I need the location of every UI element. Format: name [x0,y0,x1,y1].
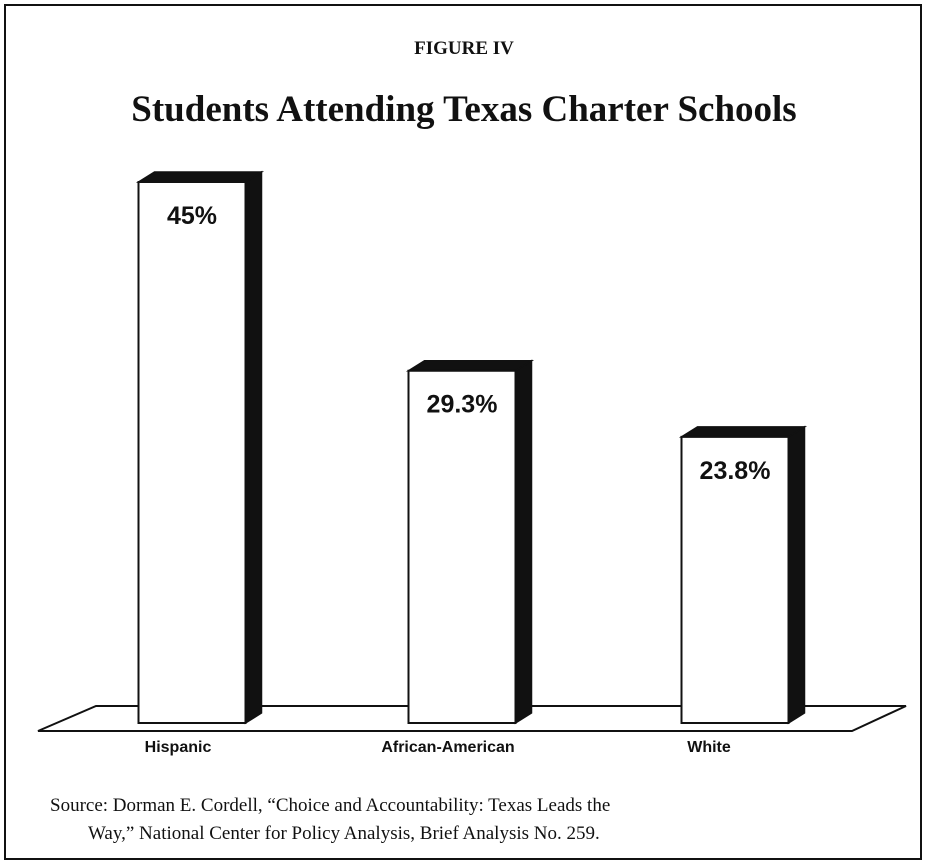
x-tick-label: Hispanic [145,739,212,756]
bar-side-african-american [514,359,533,725]
data-label: 45% [167,202,217,230]
x-tick-label: African-American [381,739,514,756]
x-tick-label: White [687,739,731,756]
source-line-1: Source: Dorman E. Cordell, “Choice and A… [50,795,611,816]
source-line-2: Way,” National Center for Policy Analysi… [88,823,600,844]
source-note: Source: Dorman E. Cordell, “Choice and A… [50,792,910,848]
data-label: 29.3% [427,391,498,419]
data-label: 23.8% [700,457,771,485]
bar-side-hispanic [244,170,263,725]
bar-hispanic [137,181,247,724]
bar-top-african-american [405,359,535,372]
bar-white [680,435,790,724]
chart-title: Students Attending Texas Charter Schools [131,89,797,130]
bar-top-white [678,426,808,438]
figure-label: FIGURE IV [414,38,514,59]
bar-top-hispanic [135,171,265,183]
bar-side-white [787,425,806,725]
bar-african-american [407,369,517,724]
